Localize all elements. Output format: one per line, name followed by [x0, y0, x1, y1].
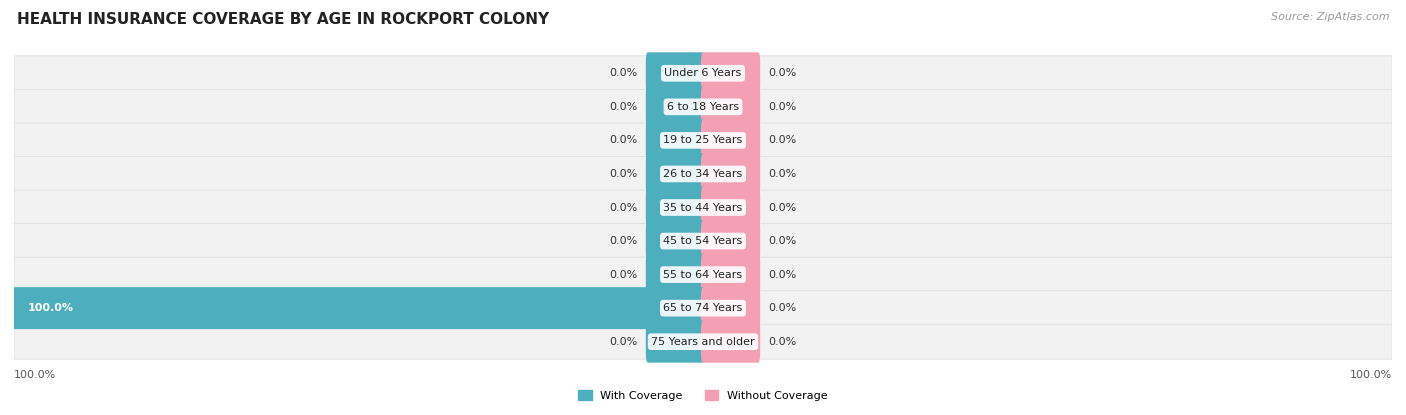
Text: Source: ZipAtlas.com: Source: ZipAtlas.com: [1271, 12, 1389, 22]
Text: 0.0%: 0.0%: [609, 169, 637, 179]
FancyBboxPatch shape: [14, 156, 1392, 191]
FancyBboxPatch shape: [14, 291, 1392, 326]
FancyBboxPatch shape: [702, 287, 761, 329]
Text: 0.0%: 0.0%: [769, 169, 797, 179]
Text: 0.0%: 0.0%: [609, 236, 637, 246]
FancyBboxPatch shape: [702, 186, 761, 229]
FancyBboxPatch shape: [645, 86, 704, 128]
Text: 6 to 18 Years: 6 to 18 Years: [666, 102, 740, 112]
FancyBboxPatch shape: [702, 254, 761, 295]
Text: 0.0%: 0.0%: [769, 303, 797, 313]
Text: 0.0%: 0.0%: [769, 270, 797, 280]
Text: Under 6 Years: Under 6 Years: [665, 68, 741, 78]
FancyBboxPatch shape: [645, 254, 704, 295]
FancyBboxPatch shape: [14, 324, 1392, 359]
FancyBboxPatch shape: [645, 186, 704, 229]
FancyBboxPatch shape: [14, 123, 1392, 158]
FancyBboxPatch shape: [645, 153, 704, 195]
FancyBboxPatch shape: [702, 52, 761, 94]
Text: 0.0%: 0.0%: [609, 270, 637, 280]
Text: 0.0%: 0.0%: [609, 68, 637, 78]
Text: 0.0%: 0.0%: [769, 102, 797, 112]
Text: 65 to 74 Years: 65 to 74 Years: [664, 303, 742, 313]
Text: 55 to 64 Years: 55 to 64 Years: [664, 270, 742, 280]
Text: 0.0%: 0.0%: [769, 236, 797, 246]
Text: 35 to 44 Years: 35 to 44 Years: [664, 203, 742, 212]
Text: 26 to 34 Years: 26 to 34 Years: [664, 169, 742, 179]
FancyBboxPatch shape: [13, 287, 704, 329]
FancyBboxPatch shape: [645, 321, 704, 363]
Text: 0.0%: 0.0%: [609, 337, 637, 347]
FancyBboxPatch shape: [702, 120, 761, 161]
Text: 0.0%: 0.0%: [609, 102, 637, 112]
FancyBboxPatch shape: [702, 153, 761, 195]
Text: 19 to 25 Years: 19 to 25 Years: [664, 135, 742, 145]
Text: 75 Years and older: 75 Years and older: [651, 337, 755, 347]
FancyBboxPatch shape: [14, 56, 1392, 91]
FancyBboxPatch shape: [14, 257, 1392, 292]
Text: 45 to 54 Years: 45 to 54 Years: [664, 236, 742, 246]
Text: 100.0%: 100.0%: [1350, 370, 1392, 380]
FancyBboxPatch shape: [702, 86, 761, 128]
Text: 100.0%: 100.0%: [14, 370, 56, 380]
Text: 100.0%: 100.0%: [28, 303, 75, 313]
Text: 0.0%: 0.0%: [769, 135, 797, 145]
FancyBboxPatch shape: [645, 220, 704, 262]
Text: 0.0%: 0.0%: [609, 203, 637, 212]
Text: 0.0%: 0.0%: [609, 135, 637, 145]
FancyBboxPatch shape: [14, 224, 1392, 259]
FancyBboxPatch shape: [702, 321, 761, 363]
FancyBboxPatch shape: [645, 52, 704, 94]
FancyBboxPatch shape: [14, 190, 1392, 225]
FancyBboxPatch shape: [702, 220, 761, 262]
Text: 0.0%: 0.0%: [769, 337, 797, 347]
FancyBboxPatch shape: [14, 89, 1392, 124]
Text: HEALTH INSURANCE COVERAGE BY AGE IN ROCKPORT COLONY: HEALTH INSURANCE COVERAGE BY AGE IN ROCK…: [17, 12, 548, 27]
Text: 0.0%: 0.0%: [769, 203, 797, 212]
Legend: With Coverage, Without Coverage: With Coverage, Without Coverage: [578, 390, 828, 400]
Text: 0.0%: 0.0%: [769, 68, 797, 78]
FancyBboxPatch shape: [645, 120, 704, 161]
